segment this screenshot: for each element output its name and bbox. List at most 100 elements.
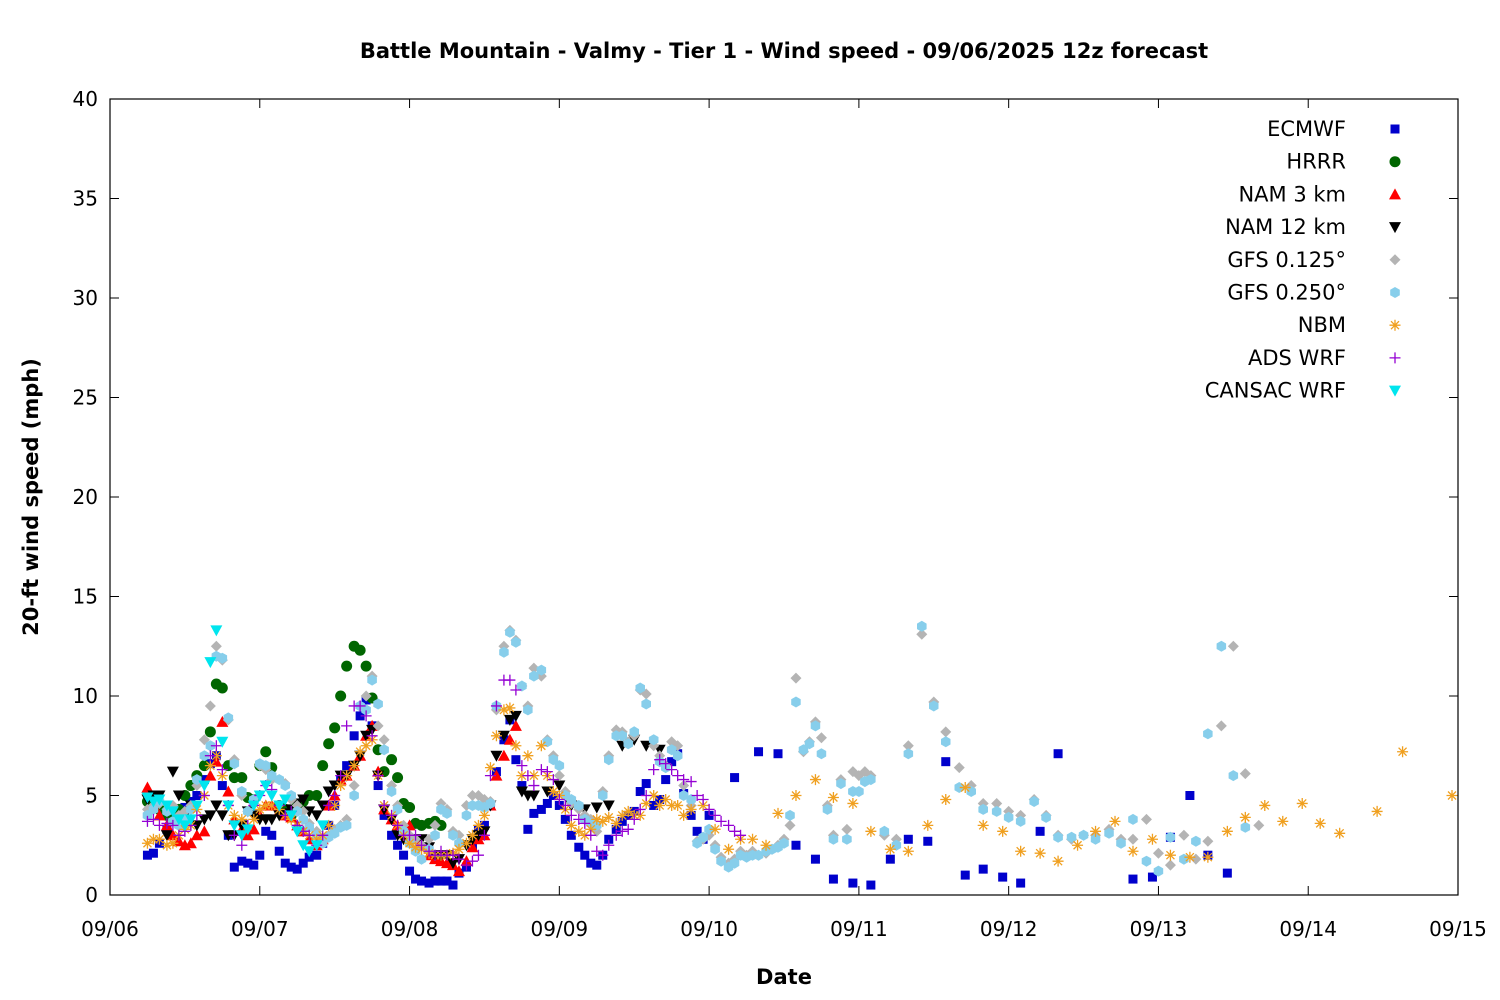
data-point-gfs-0-250 (529, 670, 539, 682)
data-point-gfs-0-250 (217, 652, 228, 664)
x-tick-label: 09/13 (1130, 917, 1188, 941)
data-point-nbm (535, 740, 547, 752)
data-point-ecmwf (142, 850, 152, 860)
y-tick-label: 35 (73, 187, 98, 211)
data-point-nbm (1239, 811, 1251, 823)
data-point-ads-wrf (303, 829, 315, 841)
data-point-ecmwf (430, 876, 440, 886)
data-point-ads-wrf (685, 776, 697, 788)
data-point-ecmwf (280, 858, 290, 868)
data-point-ecmwf (554, 800, 564, 810)
data-point-ads-wrf (360, 710, 372, 722)
x-tick-label: 09/15 (1429, 917, 1487, 941)
data-point-nbm (147, 833, 159, 845)
data-point-nbm (329, 799, 341, 811)
data-point-hrrr (435, 819, 447, 831)
data-point-ecmwf (1053, 749, 1063, 759)
data-point-nam-12-km (316, 800, 329, 812)
data-point-ecmwf (417, 876, 427, 886)
data-point-ecmwf (261, 826, 271, 836)
data-point-nbm (153, 833, 165, 845)
data-point-ecmwf (617, 816, 627, 826)
data-point-gfs-0-250 (192, 774, 202, 786)
data-point-ads-wrf (472, 849, 484, 861)
data-point-cansac-wrf (235, 830, 248, 842)
data-point-ecmwf (730, 773, 740, 783)
data-point-ecmwf (635, 787, 645, 797)
data-point-gfs-0-250 (1165, 831, 1176, 843)
data-point-ecmwf (866, 880, 876, 890)
data-point-nbm (565, 819, 577, 831)
data-point-ecmwf (312, 850, 322, 860)
data-point-gfs-0-250 (1141, 855, 1152, 867)
data-point-nam-12-km (216, 810, 229, 822)
data-point-gfs-0-125 (790, 672, 802, 684)
data-point-nbm (1277, 815, 1289, 827)
data-point-nam-3-km (216, 715, 229, 727)
data-point-gfs-0-250 (791, 696, 801, 708)
data-point-ads-wrf (654, 754, 666, 766)
data-point-gfs-0-250 (566, 794, 577, 805)
data-point-ecmwf (517, 781, 527, 791)
data-point-gfs-0-250 (1128, 813, 1138, 825)
data-point-ads-wrf (559, 799, 571, 811)
data-point-ecmwf (148, 848, 158, 858)
data-point-ecmwf (574, 842, 584, 852)
data-point-nbm (167, 837, 179, 849)
data-point-ecmwf (255, 850, 265, 860)
data-point-gfs-0-250 (517, 680, 527, 692)
data-point-gfs-0-250 (304, 821, 314, 833)
data-point-nbm (460, 837, 472, 849)
data-point-ecmwf (292, 864, 302, 874)
data-point-gfs-0-250 (542, 736, 553, 748)
data-point-ads-wrf (216, 764, 228, 776)
data-point-gfs-0-125 (553, 770, 565, 782)
data-point-hrrr (360, 660, 372, 672)
data-point-hrrr (386, 754, 398, 766)
data-point-gfs-0-125 (204, 700, 216, 712)
data-point-nam-12-km (509, 710, 522, 722)
data-point-gfs-0-125 (348, 780, 360, 792)
data-point-gfs-0-250 (978, 803, 988, 815)
data-point-hrrr (204, 726, 216, 738)
data-point-nbm (666, 799, 678, 811)
data-point-gfs-0-250 (442, 807, 452, 819)
data-point-nam-3-km (466, 841, 479, 853)
data-point-nbm (236, 813, 248, 825)
data-point-gfs-0-250 (1015, 815, 1026, 827)
data-point-hrrr (404, 801, 416, 813)
data-point-nbm (959, 782, 971, 794)
legend-marker (1389, 352, 1401, 364)
data-point-nam-12-km (265, 814, 278, 826)
data-point-ecmwf (237, 856, 247, 866)
data-point-gfs-0-250 (854, 786, 864, 797)
data-point-gfs-0-125 (1202, 835, 1214, 847)
data-point-nbm (1146, 833, 1158, 845)
data-point-nam-3-km (190, 829, 203, 841)
data-point-gfs-0-250 (148, 803, 159, 815)
data-point-gfs-0-250 (461, 809, 472, 821)
data-point-cansac-wrf (228, 820, 241, 832)
data-point-nam-3-km (204, 769, 217, 781)
data-point-ecmwf (349, 731, 359, 741)
data-point-nam-12-km (515, 786, 528, 798)
data-point-ads-wrf (429, 849, 441, 861)
data-point-gfs-0-250 (779, 837, 789, 849)
data-point-ecmwf (355, 711, 365, 721)
data-point-gfs-0-250 (1153, 865, 1164, 877)
data-point-gfs-0-250 (499, 646, 509, 658)
data-point-ecmwf (448, 880, 458, 890)
data-point-cansac-wrf (259, 780, 272, 792)
data-point-ads-wrf (204, 750, 216, 762)
data-point-ads-wrf (723, 819, 735, 831)
data-point-ecmwf (754, 747, 764, 757)
y-tick-label: 20 (73, 485, 98, 509)
data-point-nbm (248, 813, 260, 825)
data-point-ecmwf (1222, 868, 1232, 878)
data-point-ecmwf (523, 824, 533, 834)
data-point-ecmwf (1016, 878, 1026, 888)
data-point-gfs-0-125 (1164, 859, 1176, 871)
data-point-gfs-0-250 (205, 740, 216, 752)
data-point-gfs-0-250 (386, 786, 397, 797)
y-tick-label: 10 (73, 684, 98, 708)
